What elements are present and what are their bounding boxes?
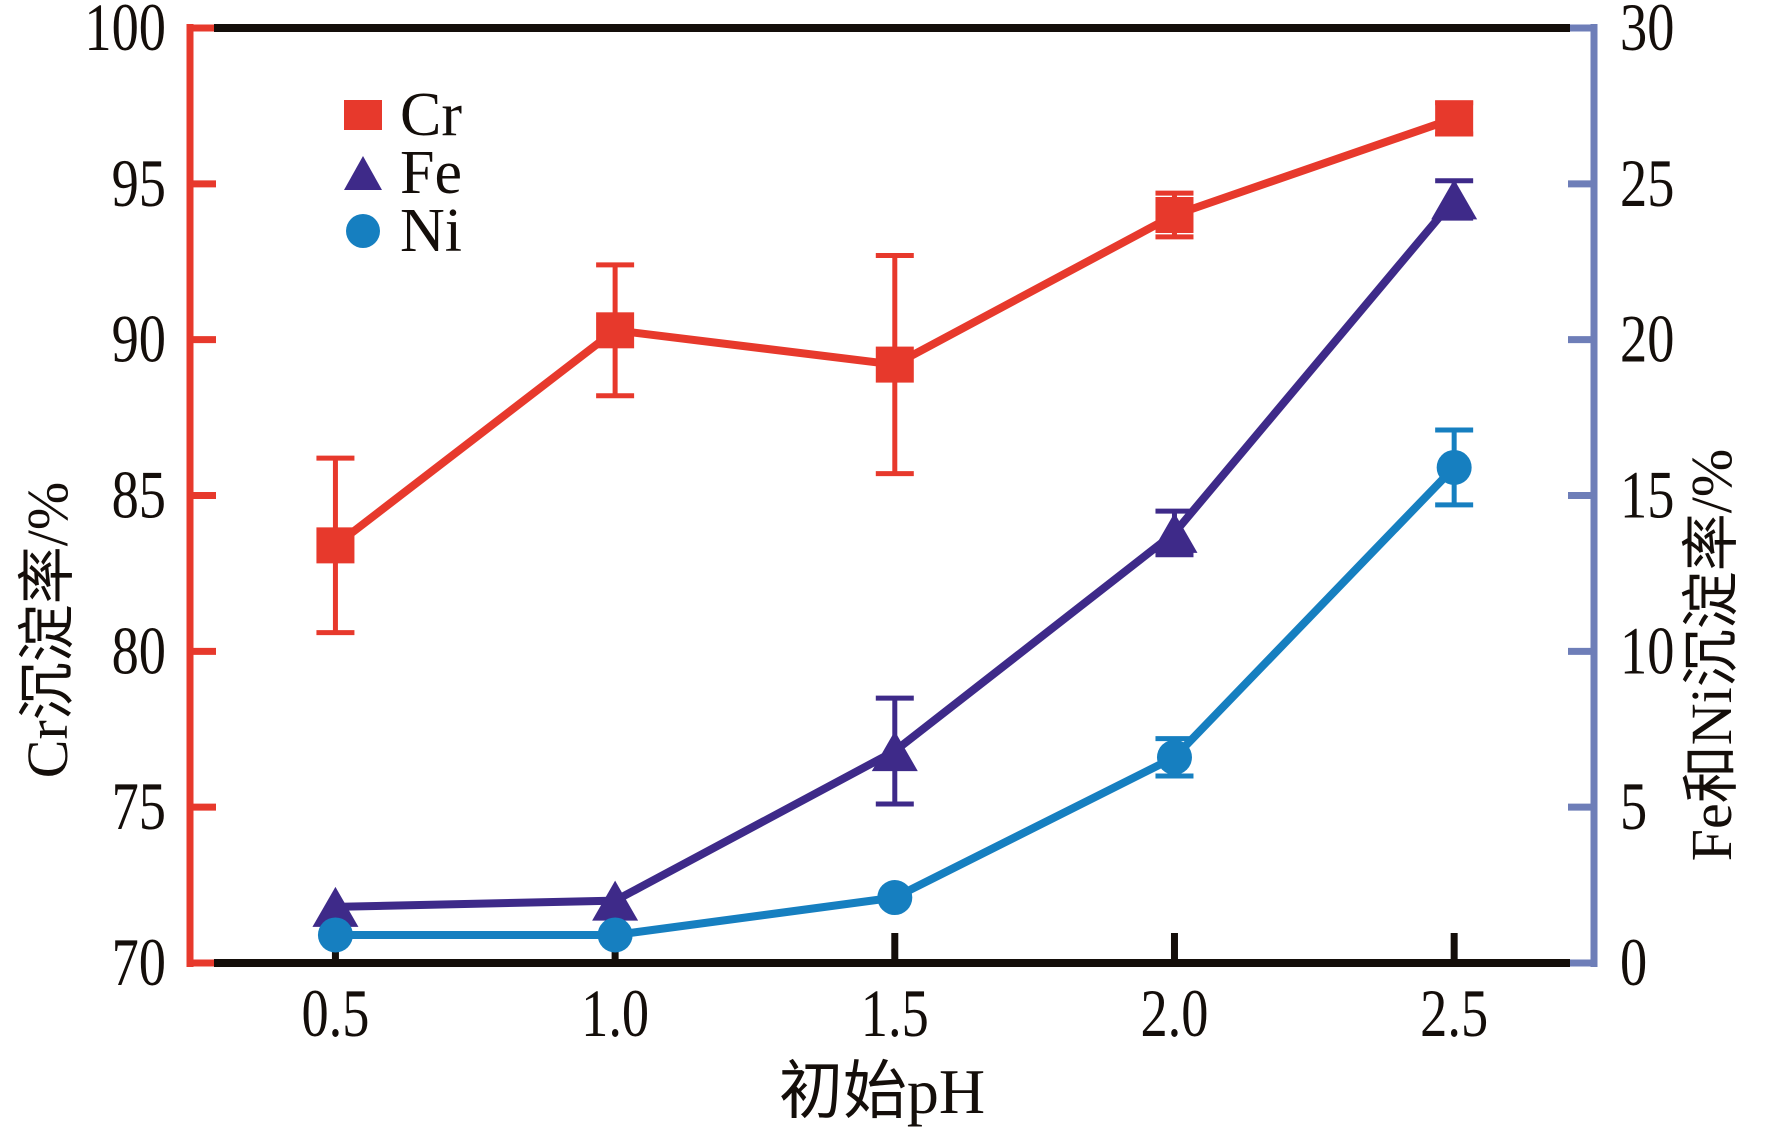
y-left-axis-title: Cr沉淀率/% — [15, 481, 80, 779]
y-right-tick-label: 20 — [1620, 302, 1674, 377]
x-axis-title: 初始pH — [778, 1056, 986, 1127]
fe-marker — [1431, 179, 1478, 220]
y-left-tick-label: 100 — [84, 0, 166, 65]
ni-marker — [597, 917, 633, 953]
y-right-tick-label: 15 — [1620, 458, 1674, 533]
legend-item-cr: Cr — [340, 84, 462, 146]
legend-item-fe: Fe — [340, 142, 462, 204]
fe-marker — [312, 886, 359, 927]
x-tick-label: 1.0 — [581, 976, 649, 1051]
ni-marker — [877, 880, 913, 916]
y-right-tick-label: 0 — [1620, 925, 1647, 1000]
legend-item-ni: Ni — [340, 200, 462, 262]
cr-square-marker-icon — [340, 100, 386, 130]
y-right-axis-title: Fe和Ni沉淀率/% — [1679, 448, 1744, 862]
ni-marker — [1156, 739, 1192, 775]
fe-marker — [1151, 512, 1198, 553]
cr-marker — [316, 527, 355, 564]
fe-triangle-marker-icon — [340, 156, 386, 190]
y-left-tick-label: 80 — [112, 614, 166, 689]
ni-marker — [317, 917, 353, 953]
cr-marker — [1435, 100, 1474, 137]
y-left-tick-label: 70 — [112, 925, 166, 1000]
y-right-tick-label: 10 — [1620, 614, 1674, 689]
y-right-tick-label: 30 — [1620, 0, 1674, 65]
fe-marker — [592, 880, 639, 921]
y-left-tick-label: 95 — [112, 146, 166, 221]
ni-circle-marker-icon — [340, 214, 386, 248]
ni-marker — [1436, 449, 1472, 485]
x-tick-label: 2.0 — [1140, 976, 1208, 1051]
y-left-tick-label: 90 — [112, 302, 166, 377]
fe-marker — [871, 731, 918, 772]
y-right-tick-label: 5 — [1620, 770, 1647, 845]
cr-marker — [1155, 197, 1194, 233]
legend-label-cr: Cr — [400, 81, 462, 149]
chart-legend: Cr Fe Ni — [340, 84, 462, 262]
y-right-tick-label: 25 — [1620, 146, 1674, 221]
cr-marker — [875, 346, 914, 383]
x-tick-label: 0.5 — [301, 976, 369, 1051]
legend-label-ni: Ni — [400, 197, 462, 265]
y-left-tick-label: 75 — [112, 770, 166, 845]
cr-marker — [596, 312, 635, 349]
x-tick-label: 1.5 — [861, 976, 929, 1051]
legend-label-fe: Fe — [400, 139, 462, 207]
y-left-tick-label: 85 — [112, 458, 166, 533]
x-tick-label: 2.5 — [1420, 976, 1488, 1051]
